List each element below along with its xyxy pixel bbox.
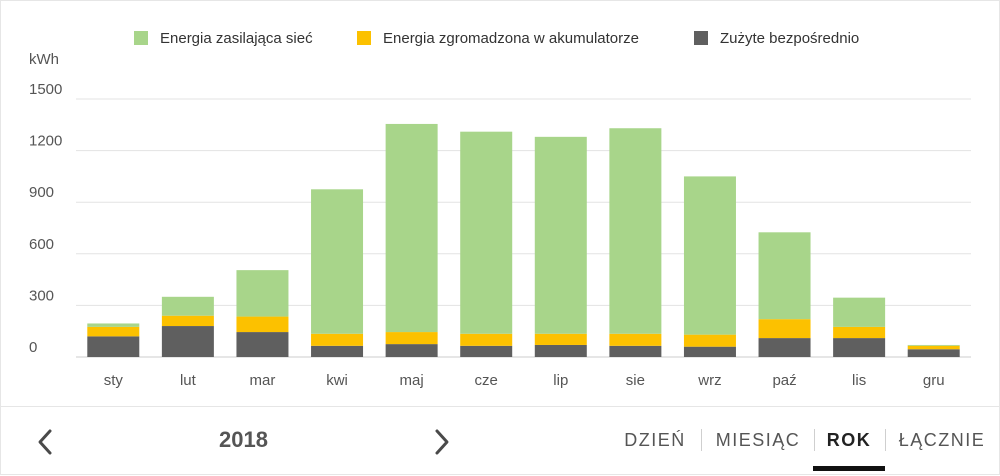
legend-label-battery: Energia zgromadzona w akumulatorze: [383, 29, 639, 47]
bar-segment[interactable]: [161, 296, 214, 316]
x-tick-label: wrz: [697, 372, 721, 389]
next-period-button[interactable]: [426, 425, 456, 459]
tab-day[interactable]: DZIEŃ: [624, 430, 686, 450]
bar-segment[interactable]: [833, 338, 886, 357]
bar-segment[interactable]: [907, 349, 960, 357]
legend-label-direct-use: Zużyte bezpośrednio: [720, 29, 860, 47]
bar-segment[interactable]: [609, 128, 662, 334]
y-axis-ticks: 0 300 600 900 1200 1500: [29, 81, 62, 356]
bar-segment[interactable]: [534, 344, 587, 357]
bar-segment[interactable]: [683, 334, 736, 347]
legend-swatch-battery: [357, 31, 371, 45]
bar-segment[interactable]: [833, 326, 886, 339]
x-tick-label: lut: [180, 372, 197, 389]
x-tick-label: paź: [772, 372, 796, 389]
y-tick-label: 300: [29, 287, 54, 304]
bar-segment[interactable]: [161, 315, 214, 327]
previous-period-button[interactable]: [31, 425, 61, 459]
tab-separator: [885, 429, 886, 451]
chart-legend: Energia zasilająca sieć Energia zgromadz…: [1, 27, 1000, 49]
bar-segment[interactable]: [460, 131, 513, 334]
bar-segment[interactable]: [385, 123, 438, 333]
bar-segment[interactable]: [385, 332, 438, 345]
bar-segment[interactable]: [683, 176, 736, 335]
x-tick-label: kwi: [326, 372, 348, 389]
bar-segment[interactable]: [609, 345, 662, 357]
y-axis-unit-label: kWh: [29, 51, 59, 68]
bar-segment[interactable]: [87, 336, 140, 357]
x-tick-label: lis: [852, 372, 866, 389]
bar-segment[interactable]: [311, 189, 364, 334]
bar-segment[interactable]: [907, 345, 960, 350]
x-tick-label: mar: [250, 372, 276, 389]
tab-separator: [814, 429, 815, 451]
bar-segment[interactable]: [385, 344, 438, 357]
x-tick-label: sie: [626, 372, 645, 389]
x-tick-label: cze: [475, 372, 498, 389]
tab-year[interactable]: ROK: [826, 430, 872, 450]
chart-area: Energia zasilająca sieć Energia zgromadz…: [1, 1, 1000, 406]
legend-item-battery[interactable]: Energia zgromadzona w akumulatorze: [357, 27, 639, 49]
bar-segment[interactable]: [534, 136, 587, 334]
legend-item-grid-export[interactable]: Energia zasilająca sieć: [134, 27, 313, 49]
chevron-left-icon: [38, 429, 52, 455]
y-tick-label: 600: [29, 236, 54, 253]
legend-swatch-direct-use: [694, 31, 708, 45]
y-tick-label: 0: [29, 339, 37, 356]
tab-month[interactable]: MIESIĄC: [715, 430, 801, 450]
x-tick-label: sty: [104, 372, 124, 389]
bar-segment[interactable]: [236, 316, 289, 333]
x-tick-label: maj: [400, 372, 424, 389]
bar-segment[interactable]: [236, 332, 289, 357]
footer-divider: [1, 406, 1000, 407]
bar-segment[interactable]: [758, 232, 811, 320]
active-tab-indicator: [813, 466, 885, 471]
selected-year: 2018: [219, 427, 268, 452]
bar-segment[interactable]: [758, 319, 811, 339]
grid-lines: [76, 98, 971, 358]
chevron-right-icon: [435, 429, 449, 455]
stacked-bar-chart: kWh 0 300 600 900 1200 1500 sty lut mar kwi maj cz…: [29, 51, 971, 389]
period-navigation-bar: 2018 DZIEŃ MIESIĄC ROK ŁĄCZNIE: [1, 407, 1000, 476]
legend-label-grid-export: Energia zasilająca sieć: [160, 29, 313, 47]
bar-segment[interactable]: [161, 326, 214, 357]
bar-segment[interactable]: [534, 333, 587, 345]
y-tick-label: 1200: [29, 133, 62, 150]
bar-segment[interactable]: [907, 344, 960, 346]
bar-segment[interactable]: [758, 338, 811, 357]
legend-swatch-grid-export: [134, 31, 148, 45]
legend-item-direct-use[interactable]: Zużyte bezpośrednio: [694, 27, 859, 49]
y-tick-label: 1500: [29, 81, 62, 98]
tab-separator: [701, 429, 702, 451]
bar-segment[interactable]: [460, 333, 513, 346]
bar-segment[interactable]: [311, 345, 364, 357]
x-tick-label: lip: [553, 372, 568, 389]
tab-total[interactable]: ŁĄCZNIE: [898, 430, 986, 450]
y-tick-label: 900: [29, 184, 54, 201]
bar-segment[interactable]: [833, 297, 886, 327]
bar-segment[interactable]: [236, 270, 289, 317]
bar-segment[interactable]: [311, 333, 364, 346]
bar-segment[interactable]: [683, 346, 736, 357]
bar-segment[interactable]: [87, 323, 140, 327]
x-axis-ticks: sty lut mar kwi maj cze lip sie wrz paź lis gru: [104, 372, 945, 389]
bar-segment[interactable]: [460, 345, 513, 357]
bar-segment[interactable]: [609, 333, 662, 346]
bars: [87, 123, 960, 357]
bar-segment[interactable]: [87, 326, 140, 337]
x-tick-label: gru: [923, 372, 945, 389]
